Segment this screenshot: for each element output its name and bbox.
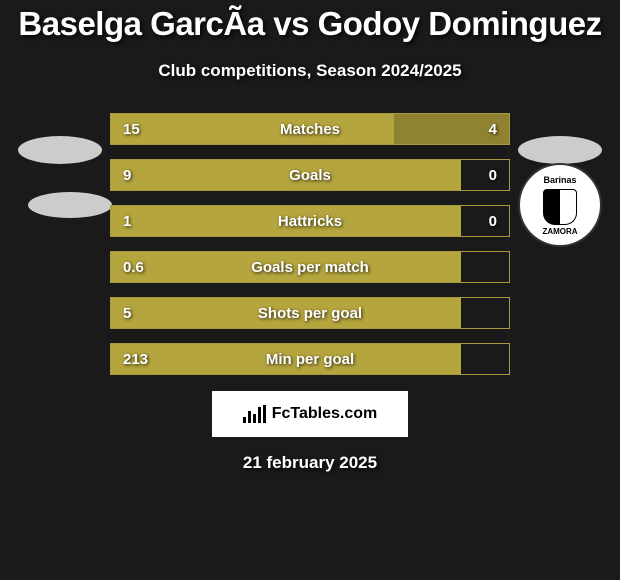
club1-badge-placeholder: [28, 163, 112, 247]
stat-value-left: 9: [123, 167, 131, 184]
stat-value-left: 15: [123, 121, 140, 138]
stat-value-left: 5: [123, 305, 131, 322]
ellipse-icon: [518, 136, 602, 164]
ellipse-icon: [18, 136, 102, 164]
stat-value-right: 0: [489, 213, 497, 230]
stat-label: Goals: [289, 167, 331, 184]
zamora-badge-icon: Barinas ZAMORA: [518, 163, 602, 247]
stat-value-left: 213: [123, 351, 148, 368]
page-title: Baselga GarcÃ­a vs Godoy Dominguez: [0, 5, 620, 43]
fctables-watermark: FcTables.com: [212, 391, 408, 437]
shield-icon: [543, 189, 577, 225]
stat-label: Hattricks: [278, 213, 342, 230]
badge-bottom-text: ZAMORA: [542, 227, 577, 236]
bar-chart-icon: [243, 405, 266, 423]
stat-row: 5 Shots per goal: [110, 297, 510, 329]
stat-row: 15 Matches 4: [110, 113, 510, 145]
bar-fill-left: [111, 114, 394, 144]
stat-row: 0.6 Goals per match: [110, 251, 510, 283]
stat-value-left: 0.6: [123, 259, 144, 276]
stat-value-left: 1: [123, 213, 131, 230]
main-area: Barinas ZAMORA 15 Matches 4 9 Goals 0 1 Hattric…: [0, 113, 620, 473]
stat-label: Goals per match: [251, 259, 369, 276]
comparison-infographic: Baselga GarcÃ­a vs Godoy Dominguez Club …: [0, 0, 620, 473]
stat-row: 1 Hattricks 0: [110, 205, 510, 237]
stat-row: 213 Min per goal: [110, 343, 510, 375]
fctables-label: FcTables.com: [272, 405, 378, 423]
stats-bars: 15 Matches 4 9 Goals 0 1 Hattricks 0 0.6 Goals per…: [110, 113, 510, 375]
stat-label: Min per goal: [266, 351, 354, 368]
stat-label: Matches: [280, 121, 340, 138]
stat-value-right: 4: [489, 121, 497, 138]
stat-row: 9 Goals 0: [110, 159, 510, 191]
stat-label: Shots per goal: [258, 305, 362, 322]
badge-top-text: Barinas: [543, 175, 576, 185]
stat-value-right: 0: [489, 167, 497, 184]
date-label: 21 february 2025: [0, 453, 620, 473]
subtitle: Club competitions, Season 2024/2025: [0, 61, 620, 81]
ellipse-icon: [28, 192, 112, 218]
bar-fill-left: [111, 160, 461, 190]
club2-badge: Barinas ZAMORA: [518, 163, 602, 247]
